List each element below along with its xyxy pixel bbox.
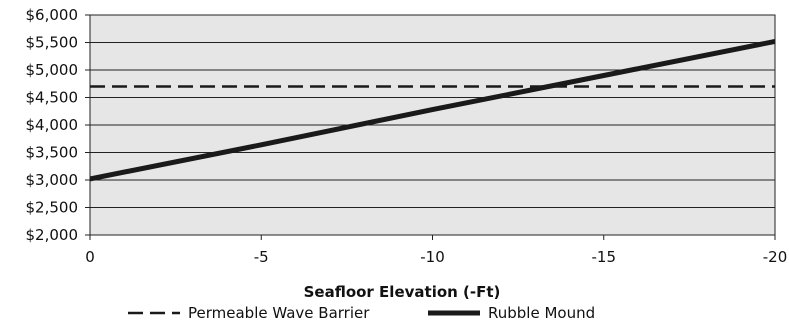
y-tick-label: $5,000 <box>26 61 79 79</box>
y-tick-label: $3,500 <box>26 144 79 162</box>
x-tick-label: -5 <box>254 248 269 266</box>
x-tick-label: -15 <box>592 248 617 266</box>
y-tick-label: $2,000 <box>26 226 79 244</box>
series-line-rubble-mound <box>89 38 776 182</box>
y-tick-label: $4,500 <box>26 89 79 107</box>
y-tick-label: $4,000 <box>26 116 79 134</box>
y-tick-label: $2,500 <box>26 199 79 217</box>
x-tick-label: 0 <box>85 248 95 266</box>
legend: Permeable Wave Barrier Rubble Mound <box>128 304 595 322</box>
x-axis-title: Seafloor Elevation (-Ft) <box>304 283 501 301</box>
y-tick-label: $3,000 <box>26 171 79 189</box>
y-tick-label: $6,000 <box>26 6 79 24</box>
gridlines <box>90 14 775 208</box>
series-lines <box>89 38 776 182</box>
y-axis-ticks: $2,000 $2,500 $3,000 $3,500 $4,000 $4,500 $5,0… <box>26 6 90 244</box>
legend-label: Permeable Wave Barrier <box>188 304 370 322</box>
legend-label: Rubble Mound <box>488 304 595 322</box>
x-tick-label: -20 <box>763 248 788 266</box>
x-axis-ticks: 0 -5 -10 -15 -20 <box>85 235 787 266</box>
y-tick-label: $5,500 <box>26 34 79 52</box>
x-tick-label: -10 <box>420 248 445 266</box>
